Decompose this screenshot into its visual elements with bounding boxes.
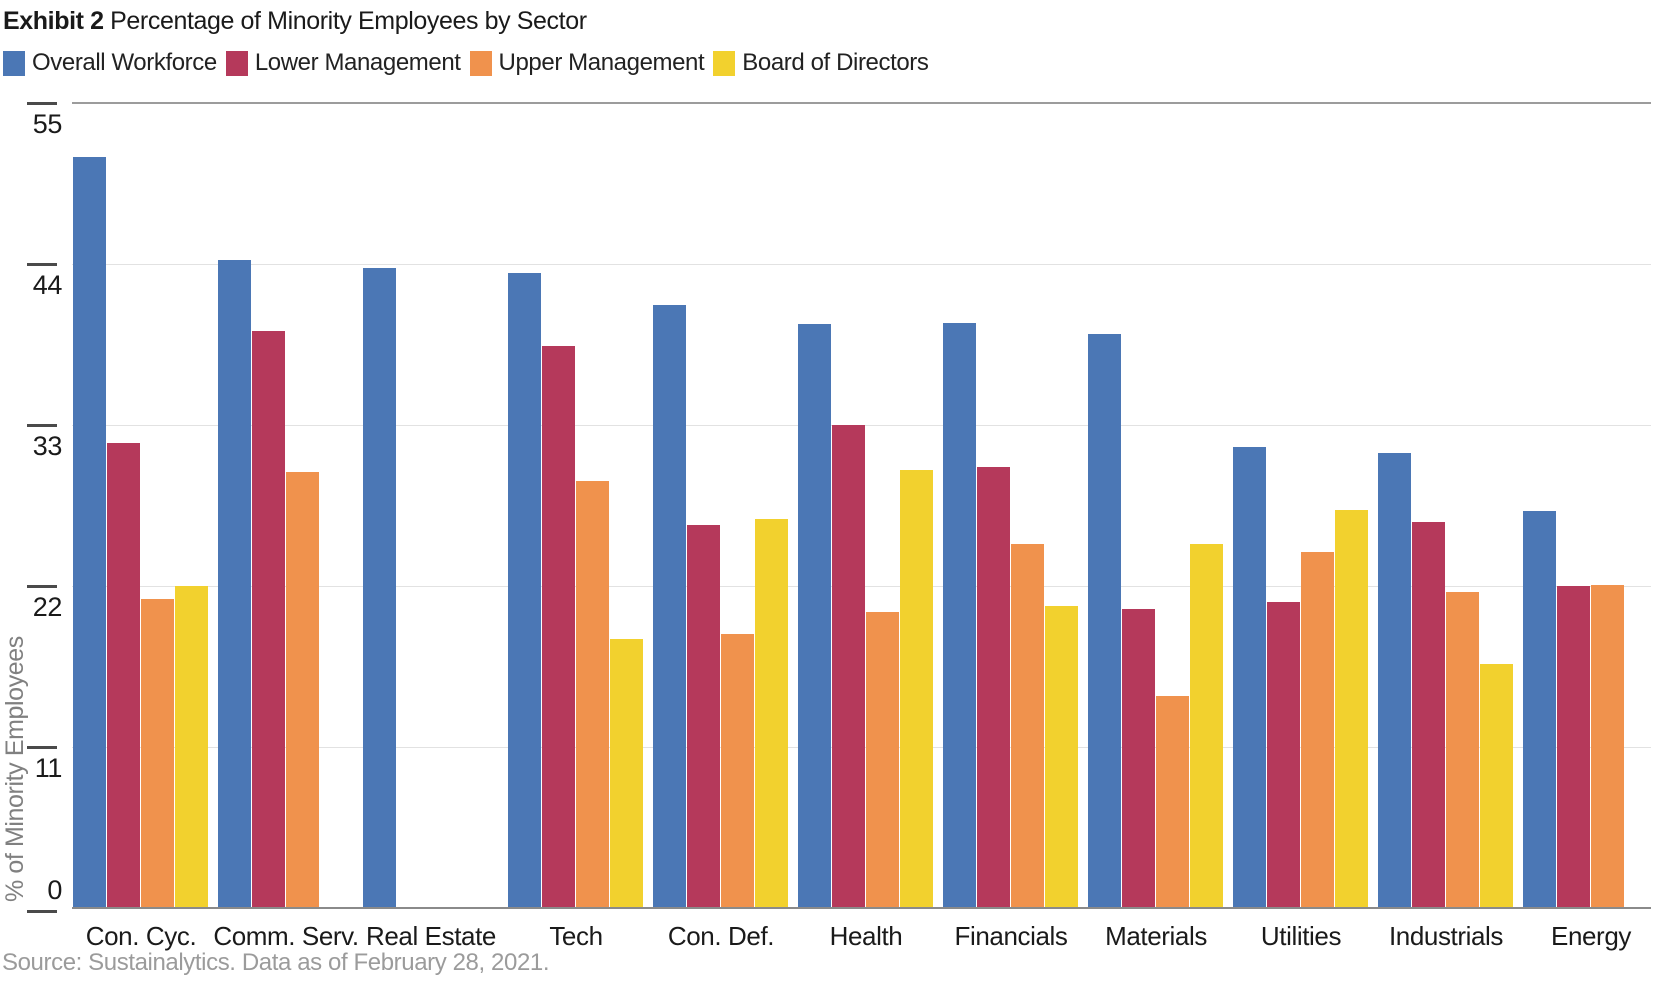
axis-top-rule: [72, 102, 1651, 104]
y-tick: [27, 910, 57, 913]
bar-board-of-directors-tech: [610, 638, 643, 907]
source-note: Source: Sustainalytics. Data as of Febru…: [2, 949, 550, 976]
bar-board-of-directors-materials: [1190, 543, 1223, 907]
bar-overall-workforce-utilities: [1233, 446, 1266, 907]
bar-overall-workforce-real-estate: [363, 268, 396, 907]
y-tick-label: 55: [32, 109, 63, 139]
bar-upper-management-materials: [1156, 695, 1189, 907]
x-axis-label-con-def: Con. Def.: [667, 921, 775, 951]
x-axis-label-utilities: Utilities: [1260, 921, 1342, 951]
legend-item-board-of-directors: Board of Directors: [713, 49, 929, 77]
legend-label: Overall Workforce: [32, 49, 217, 76]
legend-swatch-icon: [3, 50, 25, 76]
bar-upper-management-energy: [1591, 584, 1624, 907]
bar-board-of-directors-con-def: [755, 518, 788, 907]
bar-overall-workforce-con-def: [653, 304, 686, 907]
bar-board-of-directors-industrials: [1480, 663, 1513, 907]
y-tick: [27, 263, 57, 266]
legend-label: Upper Management: [498, 49, 705, 76]
x-axis-label-health: Health: [829, 921, 903, 951]
x-axis-label-tech: Tech: [549, 921, 603, 951]
bar-upper-management-tech: [576, 480, 609, 907]
bar-overall-workforce-tech: [508, 272, 541, 907]
bar-upper-management-financials: [1011, 543, 1044, 907]
legend-label: Board of Directors: [742, 49, 929, 76]
legend-label: Lower Management: [254, 49, 461, 76]
bar-lower-management-comm-serv: [252, 331, 285, 907]
bar-overall-workforce-comm-serv: [218, 259, 251, 907]
bar-lower-management-industrials: [1412, 521, 1445, 907]
title-text: Percentage of Minority Employees by Sect…: [103, 7, 587, 35]
x-axis-label-real-estate: Real Estate: [365, 921, 496, 951]
x-axis-label-industrials: Industrials: [1388, 921, 1504, 951]
bar-lower-management-financials: [977, 467, 1010, 907]
bar-board-of-directors-financials: [1045, 606, 1078, 907]
gridline: [72, 264, 1651, 265]
bar-lower-management-tech: [542, 345, 575, 907]
y-tick: [27, 102, 57, 105]
bar-upper-management-con-cyc: [141, 599, 174, 907]
legend-swatch-icon: [225, 50, 248, 76]
bar-lower-management-health: [832, 425, 865, 907]
bar-upper-management-utilities: [1301, 552, 1334, 907]
bar-overall-workforce-financials: [943, 322, 976, 907]
x-axis-label-con-cyc: Con. Cyc.: [85, 921, 197, 951]
bar-board-of-directors-con-cyc: [175, 586, 208, 907]
legend-swatch-icon: [713, 50, 736, 76]
legend: Overall Workforce Lower Management Upper M…: [3, 49, 938, 77]
y-tick-label: 0: [47, 875, 62, 905]
y-tick-label: 44: [32, 270, 63, 300]
bar-upper-management-con-def: [721, 634, 754, 907]
bar-lower-management-con-cyc: [107, 442, 140, 907]
bar-lower-management-utilities: [1267, 602, 1300, 907]
bar-board-of-directors-health: [900, 470, 933, 907]
y-tick: [27, 585, 57, 588]
y-tick: [27, 424, 57, 427]
legend-item-overall-workforce: Overall Workforce: [3, 49, 217, 77]
page-title: Exhibit 2 Percentage of Minority Employe…: [3, 7, 587, 36]
x-axis-label-materials: Materials: [1105, 921, 1207, 951]
y-tick-label: 11: [34, 753, 63, 783]
bar-lower-management-materials: [1122, 609, 1155, 907]
bar-board-of-directors-utilities: [1335, 509, 1368, 907]
legend-swatch-icon: [469, 50, 492, 76]
exhibit-label: Exhibit 2: [3, 7, 104, 35]
legend-item-upper-management: Upper Management: [469, 49, 705, 77]
y-axis-title: % of Minority Employees: [1, 636, 29, 902]
bar-upper-management-comm-serv: [286, 471, 319, 907]
bar-upper-management-health: [866, 612, 899, 907]
bar-overall-workforce-materials: [1088, 334, 1121, 907]
bar-lower-management-energy: [1557, 586, 1590, 907]
legend-item-lower-management: Lower Management: [225, 49, 461, 77]
bar-overall-workforce-con-cyc: [73, 157, 106, 907]
y-tick-label: 33: [32, 431, 63, 461]
x-axis-label-energy: Energy: [1551, 921, 1631, 951]
bar-lower-management-con-def: [687, 524, 720, 907]
x-axis-label-comm-serv: Comm. Serv.: [213, 921, 359, 951]
bar-overall-workforce-energy: [1523, 511, 1556, 907]
x-axis-line: [72, 907, 1651, 909]
y-tick-label: 22: [32, 592, 63, 622]
bar-overall-workforce-health: [798, 324, 831, 907]
bar-upper-management-industrials: [1446, 591, 1479, 907]
y-tick: [27, 746, 57, 749]
bar-overall-workforce-industrials: [1378, 452, 1411, 907]
x-axis-label-financials: Financials: [954, 921, 1068, 951]
